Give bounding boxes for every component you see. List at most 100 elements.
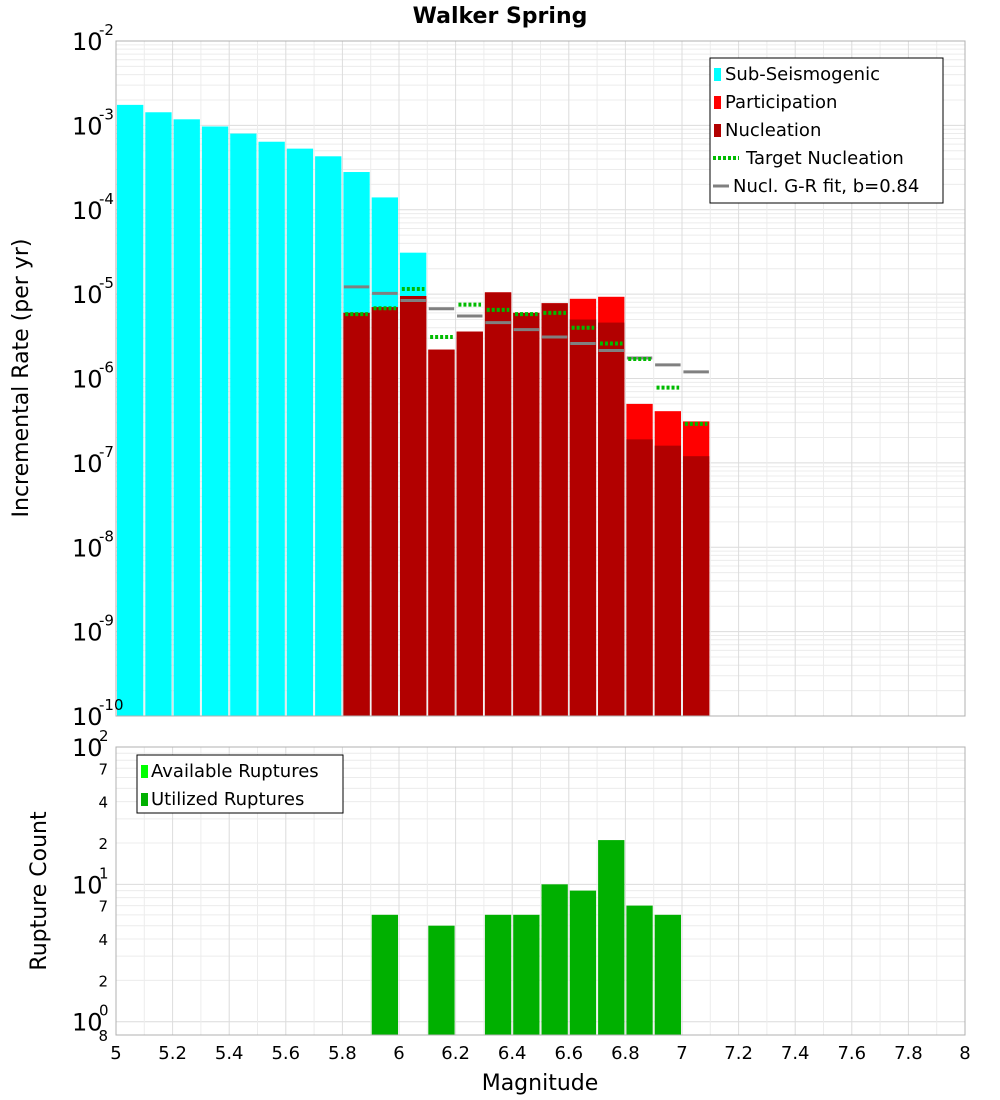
x-tick-label: 6.6	[554, 1043, 583, 1064]
top-legend: Sub-Seismogenic Participation Nucleation Ta…	[709, 57, 944, 204]
sub-seismogenic-bar	[145, 112, 172, 716]
y-tick-exponent: -6	[99, 359, 114, 377]
nucleation-bar	[484, 292, 512, 716]
top-legend-box	[709, 57, 944, 204]
bottom-y-decade-tick: 101	[72, 864, 109, 899]
y-tick-base: 10	[72, 197, 103, 225]
nucleation-bar	[569, 319, 597, 716]
bottom-legend-box	[136, 754, 344, 814]
bottom-bars	[371, 840, 681, 1035]
top-y-tick: 10-2	[72, 21, 114, 56]
sub-seismogenic-bar	[258, 141, 285, 716]
legend-label: Available Ruptures	[151, 761, 319, 782]
sub-seismogenic-bar	[230, 133, 257, 717]
y-tick-base: 10	[72, 281, 103, 309]
y-tick-exponent: 1	[99, 864, 109, 882]
y-tick-exponent: -5	[99, 274, 114, 292]
top-y-tick-labels: 10-210-310-410-510-610-710-810-910-10	[72, 21, 124, 731]
utilized-ruptures-bar	[541, 884, 568, 1035]
bottom-y-decade-tick: 102	[72, 727, 109, 762]
bottom-y-axis-title: Rupture Count	[27, 811, 52, 971]
x-tick-label: 6.2	[441, 1043, 470, 1064]
y-tick-exponent: -7	[99, 443, 114, 461]
nucleation-bar	[654, 445, 681, 716]
top-y-tick: 10-4	[72, 190, 114, 225]
nucleation-bar	[371, 307, 398, 716]
x-tick-label: 7.2	[724, 1043, 753, 1064]
x-tick-label: 5.8	[328, 1043, 357, 1064]
utilized-ruptures-bar	[428, 925, 455, 1035]
nucleation-bar	[456, 331, 483, 716]
x-tick-label: 7.6	[837, 1043, 866, 1064]
top-y-tick: 10-8	[72, 527, 114, 562]
legend-label: Participation	[725, 92, 837, 113]
top-lines	[343, 285, 709, 426]
y-tick-exponent: -2	[99, 21, 114, 39]
nucleation-bar	[343, 312, 370, 716]
legend-label: Sub-Seismogenic	[725, 64, 880, 85]
y-tick-exponent: -3	[99, 105, 114, 123]
x-tick-label: 8	[959, 1043, 970, 1064]
bottom-y-minor-tick: 7	[98, 760, 108, 778]
utilized-ruptures-bar	[654, 914, 681, 1035]
sub-seismogenic-bar	[315, 156, 342, 717]
sub-seismogenic-bar	[173, 119, 200, 717]
y-tick-base: 10	[72, 703, 103, 731]
legend-swatch	[141, 765, 148, 778]
x-tick-label: 7	[676, 1043, 687, 1064]
utilized-ruptures-bar	[484, 914, 512, 1035]
y-tick-base: 10	[72, 28, 103, 56]
top-y-axis-title: Incremental Rate (per yr)	[9, 239, 34, 518]
bottom-legend: Available Ruptures Utilized Ruptures	[136, 754, 344, 814]
legend-label: Target Nucleation	[745, 148, 904, 169]
x-tick-label: 5.6	[271, 1043, 300, 1064]
y-tick-base: 10	[72, 450, 103, 478]
y-tick-base: 10	[72, 366, 103, 394]
top-y-tick: 10-9	[72, 612, 114, 647]
nucleation-bar	[541, 303, 568, 716]
x-tick-labels: 5 5.2 5.4 5.6 5.8 6 6.2 6.4 6.6 6.8 7 7.2 7.4 7.6 7.8 8	[110, 1043, 970, 1064]
bottom-plot-frame	[115, 746, 966, 1036]
bottom-y-decade-tick: 100	[72, 1002, 109, 1037]
bottom-y-minor-tick: 7	[98, 898, 108, 916]
legend-label: Nucl. G-R fit, b=0.84	[733, 176, 919, 197]
legend-label: Nucleation	[725, 120, 821, 141]
nucleation-bar	[513, 312, 540, 716]
y-tick-exponent: -4	[99, 190, 114, 208]
legend-swatch	[714, 96, 721, 109]
legend-swatch	[141, 793, 148, 806]
y-tick-base: 10	[72, 734, 103, 762]
x-axis-title: Magnitude	[482, 1071, 599, 1096]
utilized-ruptures-bar	[371, 914, 398, 1035]
x-tick-label: 5.2	[158, 1043, 187, 1064]
sub-seismogenic-bar	[117, 104, 144, 717]
x-tick-label: 5.4	[215, 1043, 244, 1064]
bottom-y-minor-tick: 2	[98, 835, 108, 853]
top-y-tick: 10-7	[72, 443, 114, 478]
y-tick-base: 10	[72, 112, 103, 140]
x-tick-label: 6.8	[611, 1043, 640, 1064]
y-tick-exponent: -8	[99, 527, 114, 545]
nucleation-bar	[598, 322, 625, 716]
y-tick-exponent: 0	[99, 1002, 109, 1020]
bottom-y-minor-tick: 2	[98, 972, 108, 990]
top-y-tick: 10-3	[72, 105, 114, 140]
utilized-ruptures-bar	[626, 905, 653, 1035]
y-tick-base: 10	[72, 534, 103, 562]
bottom-y-minor-tick: 4	[98, 794, 108, 812]
top-panel: 10-210-310-410-510-610-710-810-910-10 In…	[9, 21, 966, 731]
y-tick-base: 10	[72, 619, 103, 647]
legend-swatch	[714, 124, 721, 137]
sub-seismogenic-bar	[201, 126, 229, 716]
legend-swatch	[714, 68, 721, 81]
legend-label: Utilized Ruptures	[151, 789, 304, 810]
utilized-ruptures-bar	[513, 914, 540, 1035]
nucleation-bar	[428, 349, 455, 716]
x-tick-label: 5	[110, 1043, 121, 1064]
utilized-ruptures-bar	[569, 890, 597, 1035]
utilized-ruptures-bar	[598, 840, 625, 1035]
top-plot-frame	[115, 40, 966, 717]
top-bars	[117, 104, 710, 717]
